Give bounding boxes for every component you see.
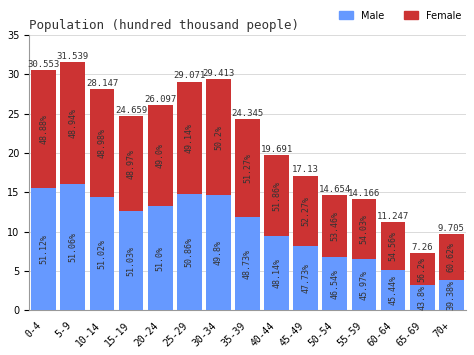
Bar (235, 119, 260, 217)
Text: 30.553: 30.553 (27, 60, 60, 69)
Bar (31, 187, 56, 311)
Text: 31.539: 31.539 (57, 52, 89, 61)
Text: 26.097: 26.097 (144, 95, 176, 104)
Text: 19.691: 19.691 (261, 145, 293, 154)
Text: 48.94%: 48.94% (68, 108, 77, 138)
Bar (410, 253, 435, 285)
Bar (90, 89, 114, 197)
Text: 29.071: 29.071 (173, 71, 205, 80)
Bar (381, 222, 405, 270)
Text: 39.38%: 39.38% (447, 280, 456, 310)
Bar (264, 155, 289, 236)
Text: 9.705: 9.705 (438, 224, 465, 233)
Bar (264, 236, 289, 311)
Text: 14.166: 14.166 (348, 189, 380, 198)
Text: 51.06%: 51.06% (68, 232, 77, 262)
Text: 51.02%: 51.02% (98, 239, 107, 269)
Text: Population (hundred thousand people): Population (hundred thousand people) (29, 19, 299, 32)
Bar (206, 195, 231, 311)
Text: 48.73%: 48.73% (243, 249, 252, 279)
Bar (293, 176, 318, 246)
Text: 24.345: 24.345 (231, 109, 264, 118)
Bar (322, 257, 347, 311)
Bar (177, 194, 201, 311)
Bar (31, 70, 56, 187)
Text: 49.14%: 49.14% (185, 123, 194, 153)
Text: 53.46%: 53.46% (330, 211, 339, 241)
Text: 50.86%: 50.86% (185, 237, 194, 267)
Text: 51.03%: 51.03% (127, 246, 136, 276)
Text: 28.147: 28.147 (86, 79, 118, 88)
Text: 48.98%: 48.98% (98, 128, 107, 158)
Text: 49.0%: 49.0% (155, 143, 164, 168)
Legend: Male, Female: Male, Female (335, 7, 465, 24)
Text: 51.27%: 51.27% (243, 153, 252, 183)
Bar (61, 62, 85, 184)
Text: 48.97%: 48.97% (127, 149, 136, 179)
Bar (322, 195, 347, 257)
Text: 47.73%: 47.73% (301, 263, 310, 293)
Bar (352, 199, 376, 259)
Bar (439, 234, 464, 280)
Text: 46.54%: 46.54% (330, 269, 339, 299)
Bar (235, 217, 260, 311)
Bar (206, 79, 231, 195)
Text: 52.27%: 52.27% (301, 196, 310, 226)
Text: 11.247: 11.247 (377, 212, 409, 221)
Text: 45.44%: 45.44% (389, 275, 398, 305)
Text: 54.56%: 54.56% (389, 231, 398, 261)
Text: 56.2%: 56.2% (418, 257, 427, 282)
Bar (118, 212, 144, 311)
Text: 54.03%: 54.03% (359, 214, 368, 244)
Bar (381, 270, 405, 311)
Text: 24.659: 24.659 (115, 106, 147, 115)
Text: 14.654: 14.654 (319, 185, 351, 194)
Text: 48.88%: 48.88% (39, 114, 48, 144)
Bar (439, 280, 464, 311)
Bar (61, 184, 85, 311)
Text: 51.12%: 51.12% (39, 234, 48, 264)
Bar (148, 206, 173, 311)
Bar (177, 82, 201, 194)
Text: 48.14%: 48.14% (272, 258, 281, 288)
Text: 43.8%: 43.8% (418, 285, 427, 311)
Text: 50.2%: 50.2% (214, 125, 223, 149)
Text: 17.13: 17.13 (292, 165, 319, 174)
Text: 60.62%: 60.62% (447, 242, 456, 272)
Bar (90, 197, 114, 311)
Bar (293, 246, 318, 311)
Bar (118, 116, 144, 212)
Bar (352, 259, 376, 311)
Text: 29.413: 29.413 (202, 69, 235, 78)
Text: 7.26: 7.26 (411, 243, 433, 252)
Bar (410, 285, 435, 311)
Text: 51.0%: 51.0% (155, 246, 164, 271)
Text: 51.86%: 51.86% (272, 181, 281, 211)
Text: 45.97%: 45.97% (359, 270, 368, 300)
Text: 49.8%: 49.8% (214, 240, 223, 265)
Bar (148, 105, 173, 206)
